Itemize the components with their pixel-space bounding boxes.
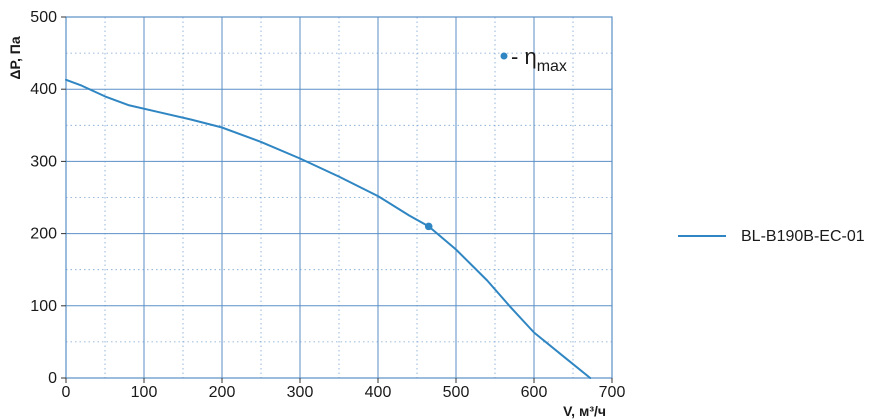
y-tick-label: 500 xyxy=(30,9,57,26)
eta-max-symbol: η xyxy=(524,44,536,69)
x-tick-label: 700 xyxy=(599,384,626,401)
minor-gridlines xyxy=(66,17,612,378)
legend-label-bl-b190b-ec-01: BL-B190B-EC-01 xyxy=(741,228,865,245)
y-tick-label: 200 xyxy=(30,226,57,243)
eta-max-point xyxy=(424,222,433,231)
plot-frame xyxy=(65,16,613,379)
y-axis-ticks: 0 100 200 300 400 500 xyxy=(30,9,66,387)
eta-max-legend-dot xyxy=(500,52,508,60)
eta-max-prefix: - xyxy=(511,44,524,69)
x-tick-label: 600 xyxy=(521,384,548,401)
eta-max-label: - ηmax xyxy=(511,44,567,75)
y-tick-label: 400 xyxy=(30,81,57,98)
eta-max-subscript: max xyxy=(537,58,567,75)
y-tick-label: 300 xyxy=(30,153,57,170)
x-axis-ticks: 0 100 200 300 400 500 600 700 xyxy=(62,378,626,401)
x-tick-label: 500 xyxy=(443,384,470,401)
series-group xyxy=(65,78,592,379)
eta-max-annotation: - ηmax xyxy=(500,44,567,75)
x-tick-label: 400 xyxy=(365,384,392,401)
x-axis-title: V, м³/ч xyxy=(563,403,606,419)
x-tick-label: 0 xyxy=(62,384,71,401)
series-line-bl-b190b-ec-01 xyxy=(65,78,592,379)
major-gridlines xyxy=(66,17,612,378)
x-tick-label: 300 xyxy=(287,384,314,401)
legend: BL-B190B-EC-01 xyxy=(678,228,865,245)
y-tick-label: 100 xyxy=(30,298,57,315)
plot-border xyxy=(65,16,613,379)
y-tick-label: 0 xyxy=(48,370,57,387)
x-tick-label: 200 xyxy=(209,384,236,401)
y-axis-title: ΔP, Па xyxy=(7,36,23,79)
x-tick-label: 100 xyxy=(131,384,158,401)
